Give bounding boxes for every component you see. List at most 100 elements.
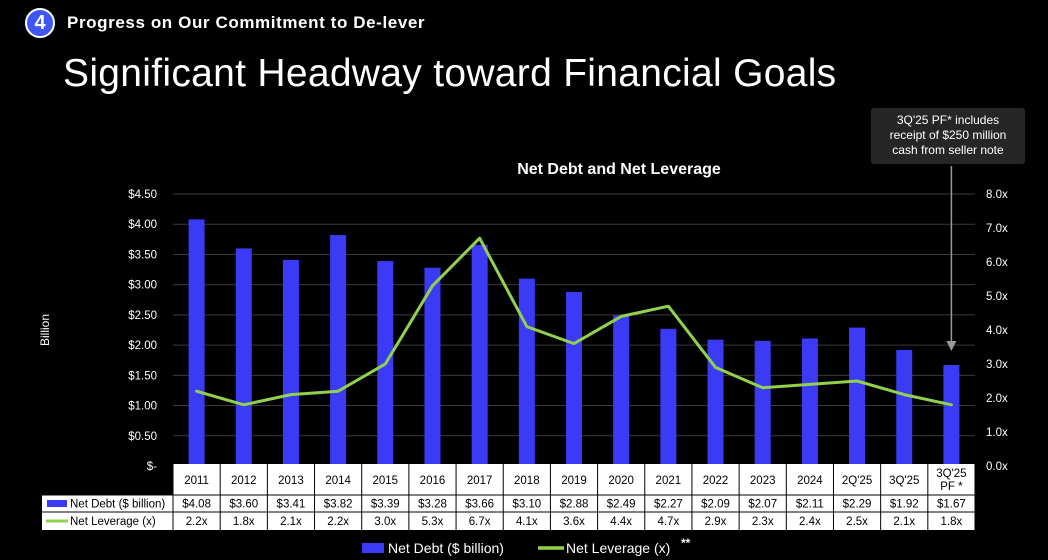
bar xyxy=(613,315,630,466)
section-title: Progress on Our Commitment to De-lever xyxy=(67,13,426,32)
x-tick-label: 2024 xyxy=(797,475,823,487)
callout-arrowhead xyxy=(946,341,957,351)
chart-title: Net Debt and Net Leverage xyxy=(517,161,721,178)
legend-footnote-marker: ** xyxy=(681,536,691,550)
table-cell-net-leverage: 3.0x xyxy=(374,516,396,528)
section-number: 4 xyxy=(34,11,46,34)
table-cell-net-debt: $3.41 xyxy=(277,499,306,511)
table-row-label: Net Leverage (x) xyxy=(70,516,156,528)
table-cell-net-leverage: 2.1x xyxy=(280,516,302,528)
page-title: Significant Headway toward Financial Goa… xyxy=(63,52,837,95)
leverage-line xyxy=(195,236,953,407)
table-header-row xyxy=(173,464,975,495)
table-cell-net-debt: $2.29 xyxy=(843,499,872,511)
table-cell-net-leverage: 3.6x xyxy=(563,516,585,528)
y-left-tick-label: $4.50 xyxy=(128,189,157,201)
table-cell-net-debt: $2.27 xyxy=(654,499,683,511)
y-left-tick-label: $- xyxy=(147,461,157,473)
x-tick-label: 2020 xyxy=(608,475,634,487)
table-cell-net-debt: $3.60 xyxy=(229,499,258,511)
table-cell-net-leverage: 2.3x xyxy=(752,516,774,528)
x-tick-label: 2022 xyxy=(703,475,729,487)
table-cell-net-debt: $2.49 xyxy=(607,499,636,511)
section-number-badge: 4 xyxy=(25,8,55,38)
x-tick-label: 2011 xyxy=(184,475,209,487)
table-cell-net-debt: $2.11 xyxy=(796,499,824,511)
table-cell-net-leverage: 2.4x xyxy=(799,516,821,528)
bar xyxy=(518,278,535,466)
table-cell-net-debt: $2.07 xyxy=(748,499,777,511)
callout-line: receipt of $250 million xyxy=(889,128,1007,142)
y-left-tick-label: $0.50 xyxy=(128,431,157,443)
table-cell-net-leverage: 2.9x xyxy=(705,516,727,528)
y-left-tick-label: $1.00 xyxy=(128,401,157,413)
table-cell-net-leverage: 2.5x xyxy=(846,516,868,528)
table-cell-net-debt: $3.82 xyxy=(324,499,353,511)
x-tick-label: 2016 xyxy=(420,475,446,487)
table-cell-net-debt: $2.09 xyxy=(701,499,730,511)
y-left-tick-label: $3.00 xyxy=(128,280,157,292)
y-left-tick-label: $3.50 xyxy=(128,249,157,261)
bar xyxy=(707,339,724,466)
table-cell-net-leverage: 2.1x xyxy=(893,516,915,528)
y-right-tick-label: 7.0x xyxy=(986,223,1008,235)
callout-note: 3Q'25 PF* includes receipt of $250 milli… xyxy=(871,108,1025,164)
y-right-tick-label: 0.0x xyxy=(986,461,1008,473)
callout-line: cash from seller note xyxy=(892,143,1004,157)
bar xyxy=(188,219,205,466)
bar xyxy=(282,259,299,466)
table-cell-net-leverage: 4.1x xyxy=(516,516,538,528)
x-tick-label: 2Q'25 xyxy=(842,475,872,487)
table-cell-net-debt: $3.10 xyxy=(512,499,541,511)
bar xyxy=(330,235,347,466)
bar xyxy=(424,267,441,466)
bar xyxy=(943,365,960,466)
bar xyxy=(566,291,582,466)
y-right-tick-label: 5.0x xyxy=(986,291,1008,303)
y-right-tick-label: 8.0x xyxy=(986,189,1008,201)
table-cell-net-debt: $2.88 xyxy=(560,499,589,511)
table-cell-net-leverage: 5.3x xyxy=(422,516,444,528)
x-tick-label: 2014 xyxy=(325,475,351,487)
bar xyxy=(849,327,866,466)
table-cell-net-leverage: 6.7x xyxy=(469,516,491,528)
table-cell-net-leverage: 4.7x xyxy=(657,516,679,528)
legend-label: Net Leverage (x) xyxy=(566,540,670,556)
table-cell-net-debt: $1.92 xyxy=(890,499,919,511)
x-tick-label: 2013 xyxy=(278,475,304,487)
bar xyxy=(471,244,488,466)
table-cell-net-debt: $4.08 xyxy=(182,499,211,511)
y-right-tick-label: 6.0x xyxy=(986,257,1008,269)
y-left-tick-label: $4.00 xyxy=(128,219,157,231)
callout-line: 3Q'25 PF* includes xyxy=(896,113,1000,127)
table-bar-key xyxy=(47,500,67,507)
y-right-tick-label: 4.0x xyxy=(986,325,1008,337)
legend-bar-swatch xyxy=(362,543,384,553)
x-tick-label: 2021 xyxy=(656,475,682,487)
x-tick-label: 3Q'25 xyxy=(889,475,919,487)
legend-label: Net Debt ($ billion) xyxy=(388,540,504,556)
bar xyxy=(896,349,913,466)
table-cell-net-debt: $3.66 xyxy=(465,499,494,511)
table-cell-net-leverage: 4.4x xyxy=(610,516,632,528)
table-row-label: Net Debt ($ billion) xyxy=(70,499,165,511)
x-tick-label: PF * xyxy=(940,481,963,493)
table-cell-net-leverage: 1.8x xyxy=(233,516,255,528)
y-right-tick-label: 2.0x xyxy=(986,393,1008,405)
x-tick-label: 2017 xyxy=(467,475,493,487)
y-right-tick-label: 3.0x xyxy=(986,359,1008,371)
y-right-tick-label: 1.0x xyxy=(986,427,1008,439)
y-left-tick-label: $2.50 xyxy=(128,310,157,322)
table-cell-net-debt: $1.67 xyxy=(937,499,966,511)
x-tick-label: 2015 xyxy=(372,475,398,487)
bar xyxy=(235,248,252,466)
x-tick-label: 2023 xyxy=(750,475,776,487)
table-cell-net-leverage: 1.8x xyxy=(941,516,963,528)
y-left-tick-label: $2.00 xyxy=(128,340,157,352)
table-cell-net-leverage: 2.2x xyxy=(327,516,349,528)
bar xyxy=(754,340,771,466)
x-tick-label: 2019 xyxy=(561,475,587,487)
table-cell-net-leverage: 2.2x xyxy=(186,516,208,528)
bar xyxy=(801,338,818,466)
